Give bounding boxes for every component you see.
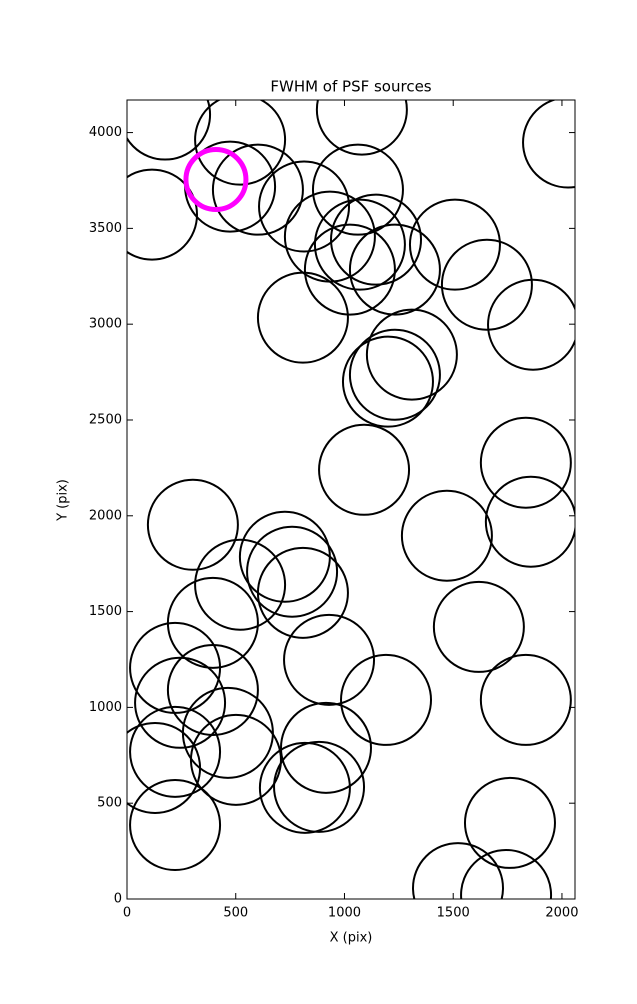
source [279,701,372,794]
y-tick-label: 500 [97,796,122,811]
source [256,546,349,639]
source [315,100,408,156]
source [484,475,575,568]
source [256,271,349,364]
x-axis-label: X (pix) [330,931,373,946]
y-tick-label: 3500 [89,221,122,236]
source [313,198,406,291]
source [146,478,239,571]
source [318,423,411,516]
source [273,740,366,833]
plot-area [127,100,575,899]
source [127,168,198,261]
source [487,278,575,371]
source [522,100,575,189]
source [283,613,376,706]
y-tick-label: 2000 [89,508,122,523]
source [432,580,525,673]
x-tick-label: 1500 [437,906,470,921]
source [340,653,433,746]
x-tick-label: 500 [223,906,248,921]
x-tick-label: 2000 [545,906,578,921]
source [189,713,282,806]
source [440,238,533,331]
source [246,525,339,618]
source [303,223,396,316]
source [463,776,556,869]
source [330,193,423,286]
source [211,143,304,236]
source [479,416,572,509]
source [460,848,553,899]
source [348,223,441,316]
source [134,656,227,749]
x-tick-label: 1000 [328,906,361,921]
source [258,741,351,834]
y-tick-label: 2500 [89,412,122,427]
y-tick-label: 0 [114,892,122,907]
source [365,308,458,401]
source [408,198,501,291]
y-axis-label: Y (pix) [56,479,71,522]
y-tick-label: 3000 [89,317,122,332]
source [127,721,202,814]
source [479,653,572,746]
y-tick-label: 4000 [89,125,122,140]
chart-title: FWHM of PSF sources [270,78,431,96]
highlighted-source [183,147,249,213]
source [194,100,287,186]
source [412,842,504,899]
source [129,705,222,798]
plot-frame [126,99,576,900]
source [194,538,287,631]
source [341,335,434,428]
source [400,489,493,582]
source [129,779,222,872]
source [258,160,351,253]
x-tick-label: 0 [123,906,131,921]
source [311,143,404,236]
source [127,100,212,161]
y-tick-label: 1000 [89,700,122,715]
source [348,328,441,421]
y-tick-label: 1500 [89,604,122,619]
